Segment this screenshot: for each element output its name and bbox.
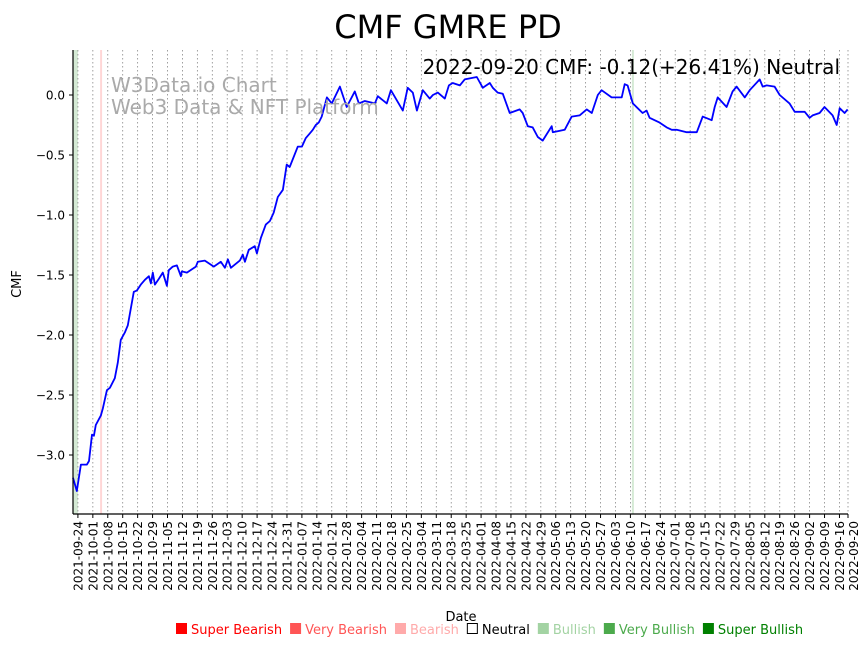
region-bullish: [73, 50, 78, 514]
x-tick-label: 2021-12-31: [280, 521, 294, 591]
latest-value-annotation: 2022-09-20 CMF: -0.12(+26.41%) Neutral: [423, 55, 840, 79]
x-tick-label: 2022-05-20: [579, 521, 593, 591]
y-tick-label: −1.0: [36, 209, 65, 223]
watermark-line-2: Web3 Data & NFT Platform: [111, 95, 379, 119]
x-tick-label: 2022-01-21: [325, 521, 339, 591]
legend-swatch: [394, 623, 406, 634]
x-tick-label: 2022-08-05: [743, 521, 757, 591]
x-tick-label: 2021-12-24: [266, 521, 280, 591]
legend-label: Bullish: [553, 623, 596, 638]
y-axis-label: CMF: [10, 270, 25, 298]
y-tick-label: −1.5: [36, 269, 65, 283]
x-tick-label: 2022-09-09: [818, 521, 832, 591]
chart-title: CMF GMRE PD: [334, 8, 562, 46]
legend-label: Very Bullish: [619, 623, 695, 638]
legend-item-neutral: Neutral: [466, 623, 530, 638]
y-tick-label: −0.5: [36, 149, 65, 163]
legend-label: Bearish: [410, 623, 459, 638]
x-tick-label: 2021-10-15: [116, 521, 130, 591]
x-tick-label: 2022-07-08: [684, 521, 698, 591]
x-tick-label: 2022-05-27: [594, 521, 608, 591]
x-tick-label: 2021-10-08: [101, 521, 115, 591]
watermark-line-1: W3Data.io Chart: [111, 73, 277, 97]
x-tick-label: 2022-02-11: [370, 521, 384, 591]
x-tick-label: 2022-01-28: [340, 521, 354, 591]
signal-regions: [73, 50, 634, 514]
x-tick-label: 2022-08-19: [773, 521, 787, 591]
x-tick-label: 2022-04-22: [519, 521, 533, 591]
y-tick-label: 0.0: [46, 89, 65, 103]
x-tick-label: 2022-09-16: [833, 521, 847, 591]
x-tick-label: 2022-07-01: [669, 521, 683, 591]
x-tick-label: 2022-02-04: [355, 521, 369, 591]
y-tick-label: −2.5: [36, 389, 65, 403]
legend-label: Very Bearish: [305, 623, 387, 638]
x-tick-label: 2022-04-15: [504, 521, 518, 591]
legend-item-bearish: Bearish: [394, 623, 459, 638]
legend-label: Super Bearish: [191, 623, 282, 638]
legend-swatch: [176, 623, 187, 634]
x-tick-label: 2022-06-03: [609, 521, 623, 591]
vertical-gridlines: [77, 50, 849, 514]
x-tick-label: 2022-04-01: [475, 521, 489, 591]
legend-item-super-bearish: Super Bearish: [176, 623, 282, 638]
x-tick-label: 2022-07-22: [714, 521, 728, 591]
region-bearish: [100, 50, 103, 514]
legend: Super Bearish Very Bearish Bearish Neutral B…: [176, 623, 803, 638]
x-tick-label: 2022-08-12: [758, 521, 772, 591]
x-tick-label: 2021-12-10: [236, 521, 250, 591]
legend-item-super-bullish: Super Bullish: [702, 623, 803, 638]
x-tick-label: 2022-03-18: [445, 521, 459, 591]
legend-swatch: [702, 623, 714, 634]
x-tick-label: 2022-04-29: [534, 521, 548, 591]
axes: 2021-09-24 2021-10-01 2021-10-08 2021-10-15…: [36, 50, 861, 591]
x-tick-label: 2022-07-29: [728, 521, 742, 591]
legend-swatch: [290, 623, 302, 634]
x-tick-label: 2022-01-07: [295, 521, 309, 591]
region-bullish: [631, 50, 634, 514]
x-tick-label: 2022-03-04: [415, 521, 429, 591]
legend-swatch: [537, 623, 549, 634]
x-tick-label: 2022-08-26: [788, 521, 802, 591]
x-tick-label: 2021-09-24: [71, 521, 85, 591]
x-tick-label: 2022-05-06: [549, 521, 563, 591]
x-tick-label: 2021-12-03: [221, 521, 235, 591]
x-tick-label: 2021-11-12: [176, 521, 190, 591]
x-tick-label: 2022-03-11: [430, 521, 444, 591]
cmf-line: [72, 76, 849, 492]
x-tick-label: 2022-06-10: [624, 521, 638, 591]
legend-swatch: [603, 623, 615, 634]
x-tick-label: 2022-03-25: [460, 521, 474, 591]
x-tick-label: 2022-05-13: [564, 521, 578, 591]
x-tick-label: 2022-07-15: [699, 521, 713, 591]
legend-item-very-bearish: Very Bearish: [290, 623, 387, 638]
x-tick-label: 2022-09-20: [847, 521, 861, 591]
x-tick-label: 2021-11-19: [191, 521, 205, 591]
x-tick-label: 2021-11-26: [206, 521, 220, 591]
x-tick-label: 2021-12-17: [251, 521, 265, 591]
x-tick-label: 2022-06-17: [639, 521, 653, 591]
cmf-series: [72, 76, 849, 492]
x-tick-label: 2021-10-01: [86, 521, 100, 591]
legend-item-bullish: Bullish: [537, 623, 596, 638]
legend-label: Neutral: [482, 623, 530, 638]
y-tick-label: −2.0: [36, 329, 65, 343]
x-tick-label: 2022-02-25: [400, 521, 414, 591]
x-tick-label: 2022-02-18: [385, 521, 399, 591]
x-tick-label: 2021-10-29: [146, 521, 160, 591]
legend-swatch: [466, 623, 478, 634]
x-tick-label: 2022-06-24: [654, 521, 668, 591]
x-tick-label: 2022-01-14: [310, 521, 324, 591]
y-tick-label: −3.0: [36, 449, 65, 463]
x-tick-label: 2022-04-08: [490, 521, 504, 591]
x-axis-label: Date: [445, 610, 476, 625]
x-tick-label: 2021-11-05: [161, 521, 175, 591]
x-tick-label: 2022-09-02: [803, 521, 817, 591]
legend-label: Super Bullish: [718, 623, 803, 638]
legend-item-very-bullish: Very Bullish: [603, 623, 695, 638]
x-tick-label: 2021-10-22: [131, 521, 145, 591]
